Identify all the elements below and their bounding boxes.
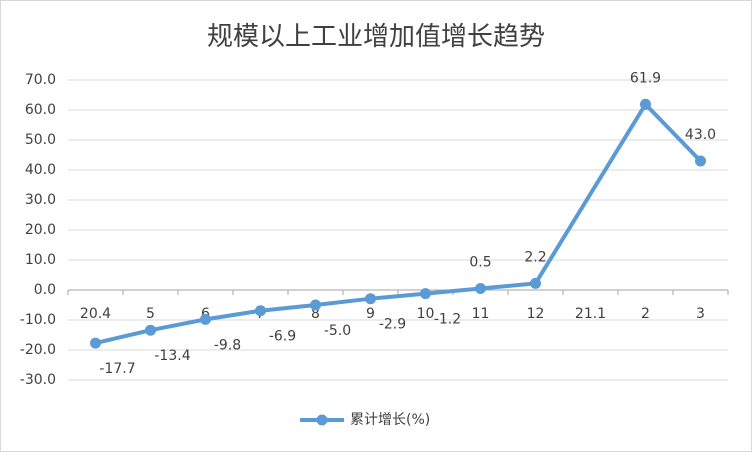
data-point <box>310 299 321 311</box>
data-label: -13.4 <box>154 348 190 364</box>
data-point <box>640 98 651 110</box>
x-tick-label: 5 <box>146 306 155 322</box>
data-point <box>145 324 156 336</box>
chart-title: 规模以上工业增加值增长趋势 <box>207 22 545 52</box>
y-tick-label: 30.0 <box>25 192 56 208</box>
data-point <box>200 313 211 325</box>
legend-marker <box>316 414 328 426</box>
data-label: -5.0 <box>324 323 351 339</box>
y-tick-label: 40.0 <box>25 162 56 178</box>
x-tick-label: 11 <box>472 306 490 322</box>
data-label: -9.8 <box>214 337 241 353</box>
data-label: 0.5 <box>469 255 491 271</box>
x-tick-label: 21.1 <box>575 306 606 322</box>
y-tick-label: 60.0 <box>25 102 56 118</box>
data-point <box>365 293 376 305</box>
data-label: -2.9 <box>379 317 406 333</box>
data-point <box>695 155 706 167</box>
y-tick-label: 70.0 <box>25 72 56 88</box>
x-tick-label: 8 <box>311 306 320 322</box>
data-point <box>255 305 266 317</box>
data-label: 43.0 <box>685 127 716 143</box>
data-label: 2.2 <box>524 249 546 265</box>
x-tick-label: 12 <box>527 306 545 322</box>
y-tick-label: -10.0 <box>20 312 56 328</box>
x-tick-label: 9 <box>366 306 375 322</box>
x-tick-label: 10 <box>417 306 435 322</box>
y-tick-label: 10.0 <box>25 252 56 268</box>
data-label: 61.9 <box>630 70 661 86</box>
data-point <box>475 283 486 294</box>
x-tick-label: 20.4 <box>80 306 111 322</box>
y-tick-label: 20.0 <box>25 222 56 238</box>
data-label: -1.2 <box>434 312 461 328</box>
data-point <box>420 288 431 300</box>
y-tick-label: 0.0 <box>34 282 56 298</box>
x-tick-label: 3 <box>696 306 705 322</box>
data-point <box>530 277 541 289</box>
y-tick-label: -20.0 <box>20 342 56 358</box>
data-label: -17.7 <box>99 361 135 377</box>
y-tick-label: -30.0 <box>20 372 56 388</box>
data-point <box>90 337 101 349</box>
y-tick-label: 50.0 <box>25 132 56 148</box>
legend-label: 累计增长(%) <box>350 412 430 428</box>
x-tick-label: 2 <box>641 306 650 322</box>
data-label: -6.9 <box>269 329 296 345</box>
